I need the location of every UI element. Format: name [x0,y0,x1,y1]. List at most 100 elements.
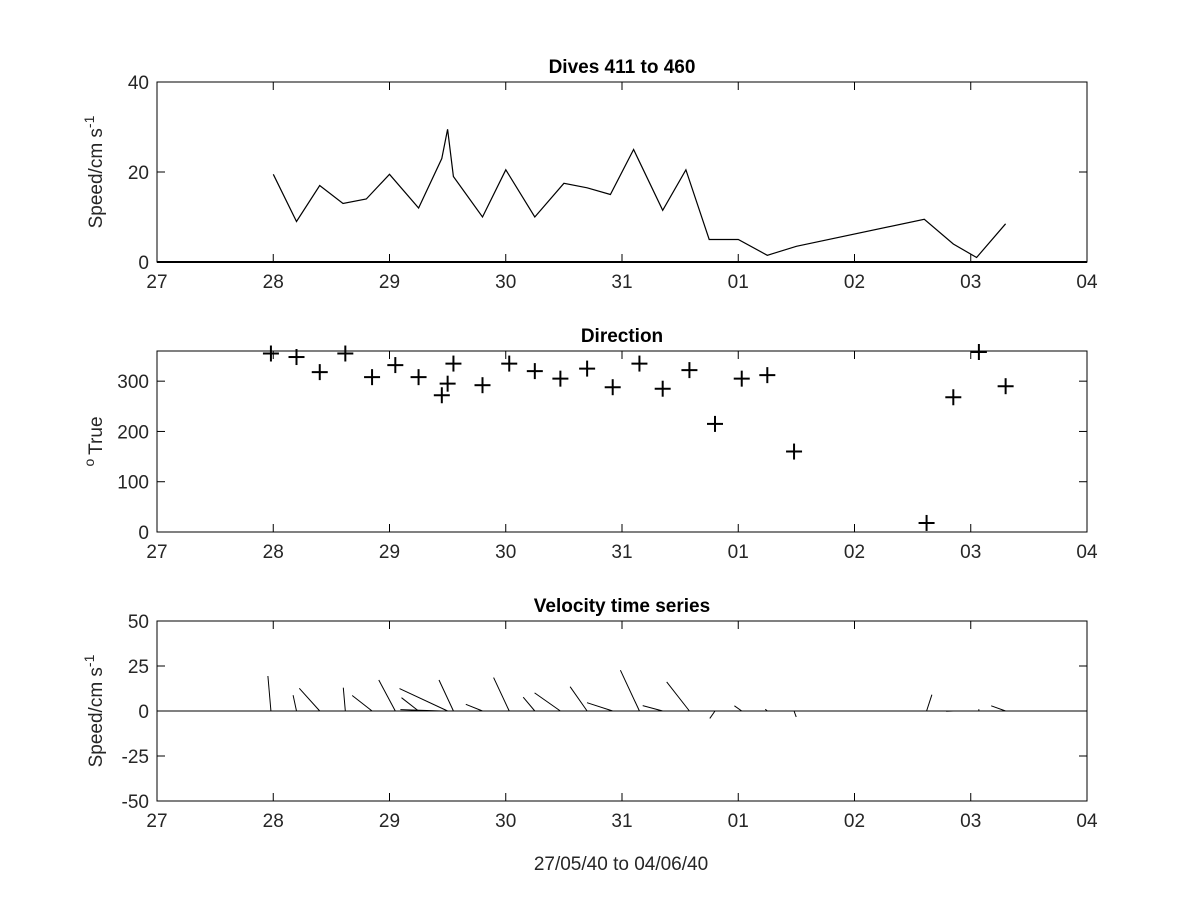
x-tick-label: 28 [263,542,284,563]
x-tick-label: 27 [146,272,167,293]
velocity-stick [642,705,663,712]
speed-series-line [272,129,1007,259]
direction-marker [579,360,596,377]
velocity-stick [793,710,797,718]
y-tick-label: 0 [138,253,149,274]
x-tick-label: 27 [146,542,167,563]
velocity-stick [401,697,419,712]
velocity-stick [926,694,933,712]
direction-marker [552,370,569,387]
y-tick-label: 25 [128,657,149,678]
x-tick-label: 31 [611,272,632,293]
x-tick-label: 30 [495,272,516,293]
direction-marker [501,355,518,372]
x-tick-label: 03 [960,272,981,293]
x-tick-label: 03 [960,811,981,832]
chart-panel-2: Direction 27 28 29 30 31 01 02 03 04 0 100 200 300 o T… [81,326,1098,563]
y-axis-label: o True [81,416,107,466]
direction-marker [364,369,381,386]
y-tick-label: 20 [128,163,149,184]
y-axis-label-text: True [86,416,107,454]
velocity-stick [465,703,483,712]
direction-marker [786,443,803,460]
x-tick-label: 31 [611,811,632,832]
x-tick-label: 28 [263,272,284,293]
direction-marker [439,375,456,392]
chart-title: Direction [581,326,663,347]
direction-marker [433,387,450,404]
x-tick-label: 29 [379,272,400,293]
velocity-stick [666,681,690,712]
velocity-stick [438,679,454,712]
y-tick-label: 100 [117,473,149,494]
velocity-stick [522,696,536,712]
x-tick-label: 03 [960,542,981,563]
velocity-stick [298,687,321,712]
velocity-stick [991,705,1006,712]
x-tick-label: 02 [844,811,865,832]
y-tick-label: -50 [122,792,149,813]
velocity-stick [764,708,768,712]
direction-marker [681,362,698,379]
y-tick-label: 0 [138,523,149,544]
velocity-stick [709,710,716,719]
y-axis-label-prefix: o [81,455,97,467]
direction-marker [410,369,427,386]
x-tick-label: 30 [495,811,516,832]
x-tick-label: 28 [263,811,284,832]
velocity-stick [267,675,272,712]
velocity-stick [342,687,346,712]
direction-marker [733,370,750,387]
x-tick-label: 02 [844,272,865,293]
chart-title: Velocity time series [534,596,710,617]
velocity-stick [292,695,297,712]
velocity-stick [534,692,561,712]
chart-panel-1: Dives 411 to 460 27 28 29 30 31 01 02 03 04 0 20 40 S… [81,57,1098,293]
chart-panel-3: Velocity time series 27 28 29 30 31 01 02 03 04 -5… [81,596,1098,832]
x-tick-label: 01 [728,542,749,563]
direction-marker [997,378,1014,395]
x-tick-label: 04 [1076,272,1098,293]
y-axis-label: Speed/cm s-1 [81,115,107,228]
x-tick-label: 04 [1076,811,1098,832]
figure-x-axis-label: 27/05/40 to 04/06/40 [534,854,708,875]
chart-title: Dives 411 to 460 [549,57,696,78]
velocity-stick [351,695,373,712]
y-tick-label: 0 [138,702,149,723]
x-tick-label: 31 [611,542,632,563]
velocity-stick [399,688,448,712]
direction-marker [759,367,776,384]
velocity-stick [619,669,640,712]
direction-marker [337,345,354,362]
y-axis-label-superscript: -1 [81,654,97,667]
direction-marker [474,377,491,394]
velocity-stick [586,702,613,712]
x-tick-label: 01 [728,272,749,293]
direction-marker [945,389,962,406]
velocity-stick [400,709,442,712]
direction-marker [970,344,987,361]
y-tick-label: 40 [128,73,149,94]
velocity-stick [734,705,743,712]
direction-marker [288,349,305,366]
velocity-stick [493,677,510,712]
direction-marker [707,415,723,432]
direction-marker [445,355,462,372]
y-tick-label: 200 [117,422,149,443]
direction-marker [311,364,328,381]
x-tick-label: 04 [1076,542,1098,563]
y-axis-label: Speed/cm s-1 [81,654,107,767]
y-tick-label: -25 [122,747,149,768]
direction-marker [918,514,935,531]
x-tick-label: 30 [495,542,516,563]
y-tick-label: 50 [128,612,149,633]
velocity-stick [378,679,396,712]
direction-marker [654,380,671,397]
direction-marker [526,363,543,380]
x-tick-label: 02 [844,542,865,563]
y-axis-label-text: Speed/cm s [86,667,107,767]
y-axis-label-superscript: -1 [81,115,97,128]
x-tick-label: 01 [728,811,749,832]
